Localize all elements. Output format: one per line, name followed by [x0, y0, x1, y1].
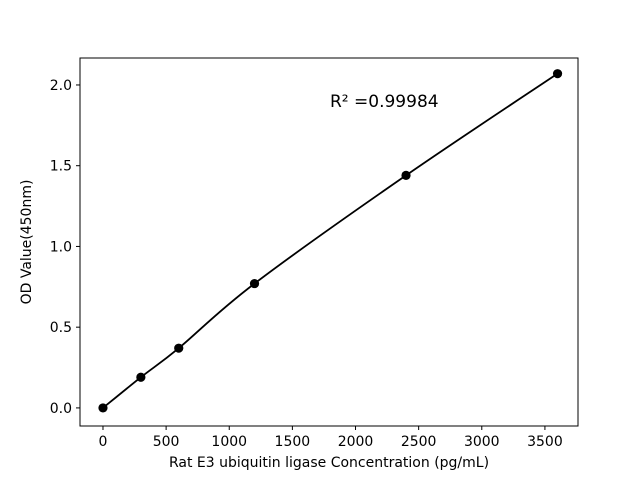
data-point-marker [552, 69, 563, 79]
curve-layer [98, 69, 563, 413]
data-point-marker [98, 403, 108, 413]
data-point-marker [401, 170, 411, 180]
data-point-marker [249, 278, 260, 289]
axis-ticks: 0 500 1000 1500 2000 2500 3000 3500 0.0 0.5 1.0 1.5… [50, 78, 563, 450]
r-squared-annotation: R² =0.99984 [330, 92, 439, 112]
y-tick-label: 0.5 [50, 320, 72, 336]
x-tick-label: 500 [153, 434, 180, 450]
x-tick-label: 1500 [275, 434, 311, 450]
x-tick-label: 2000 [338, 434, 374, 450]
x-tick-label: 3500 [527, 434, 563, 450]
x-tick-label: 0 [99, 434, 108, 450]
fitted-curve [102, 72, 559, 409]
x-tick-label: 1000 [211, 434, 247, 450]
y-tick-label: 0.0 [50, 401, 72, 417]
y-tick-label: 1.5 [50, 159, 72, 175]
y-axis-label: OD Value(450nm) [19, 180, 35, 305]
plot-area-border [79, 57, 579, 427]
data-point-marker [174, 343, 184, 353]
x-tick-label: 2500 [401, 434, 437, 450]
data-point-marker [136, 372, 146, 382]
x-tick-label: 3000 [464, 434, 500, 450]
y-tick-label: 1.0 [50, 239, 72, 255]
x-axis-label: Rat E3 ubiquitin ligase Concentration (p… [169, 455, 489, 471]
y-tick-label: 2.0 [50, 78, 72, 94]
